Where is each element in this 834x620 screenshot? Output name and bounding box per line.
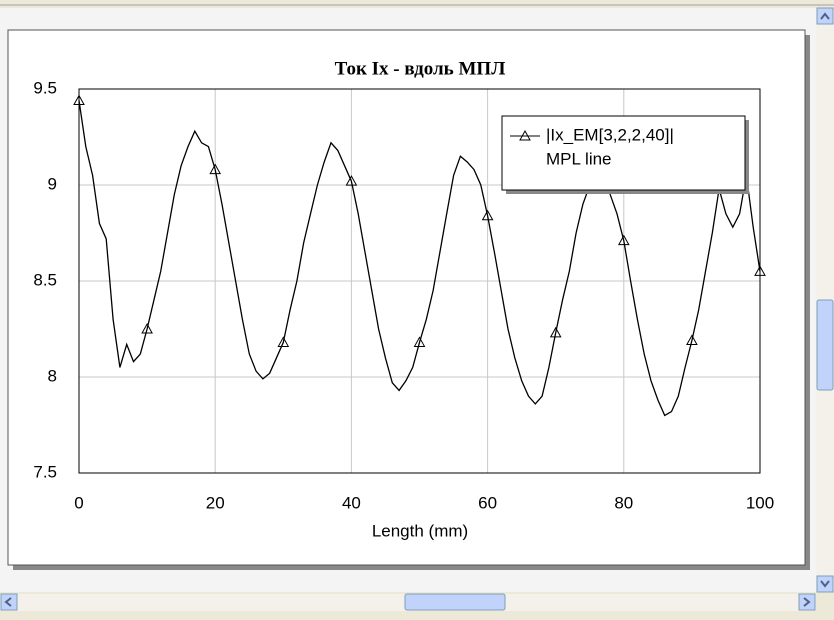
plot-frame xyxy=(78,88,761,474)
data-marker xyxy=(209,163,222,175)
data-marker xyxy=(754,265,766,276)
arrow-down-icon xyxy=(820,580,830,588)
data-marker xyxy=(481,209,494,221)
x-tick-label: 80 xyxy=(614,493,633,512)
legend-label: |Ix_EM[3,2,2,40]| xyxy=(546,125,674,144)
data-line xyxy=(78,100,761,417)
chart-title: Ток Ix - вдоль МПЛ xyxy=(335,58,506,79)
legend-box xyxy=(501,115,746,191)
scroll-down[interactable] xyxy=(816,575,834,593)
data-marker xyxy=(345,175,358,186)
y-tick-label: 9 xyxy=(48,174,57,193)
y-tick-label: 7.5 xyxy=(33,462,57,481)
x-tick-label: 0 xyxy=(74,493,83,512)
scroll-left[interactable] xyxy=(0,593,18,611)
arrow-right-icon xyxy=(803,597,811,607)
data-marker xyxy=(413,336,426,347)
scroll-right[interactable] xyxy=(798,593,816,611)
arrow-left-icon xyxy=(4,597,12,607)
data-marker xyxy=(73,94,85,106)
y-tick-label: 8 xyxy=(48,366,57,385)
legend-marker xyxy=(519,129,531,141)
data-marker xyxy=(617,234,630,246)
scroll-up[interactable] xyxy=(816,7,834,25)
data-marker xyxy=(277,336,290,347)
y-tick-label: 8.5 xyxy=(33,270,57,289)
data-marker xyxy=(549,326,562,338)
plot: 7.5 8 8.5 9 9.5 0 20 40 60 80 100 |Ix_EM[3,2,2,40]|… xyxy=(33,78,774,512)
y-tick-label: 9.5 xyxy=(33,78,57,97)
x-axis-label: Length (mm) xyxy=(372,521,468,540)
x-tick-label: 40 xyxy=(342,493,361,512)
data-marker xyxy=(141,322,153,334)
legend-note: MPL line xyxy=(546,149,612,168)
status-strip xyxy=(0,612,834,620)
x-tick-label: 100 xyxy=(746,493,774,512)
arrow-up-icon xyxy=(820,12,830,20)
v-thumb[interactable] xyxy=(816,299,834,391)
h-thumb[interactable] xyxy=(404,593,506,611)
x-tick-label: 20 xyxy=(206,493,225,512)
data-marker xyxy=(686,334,698,346)
x-tick-label: 60 xyxy=(478,493,497,512)
